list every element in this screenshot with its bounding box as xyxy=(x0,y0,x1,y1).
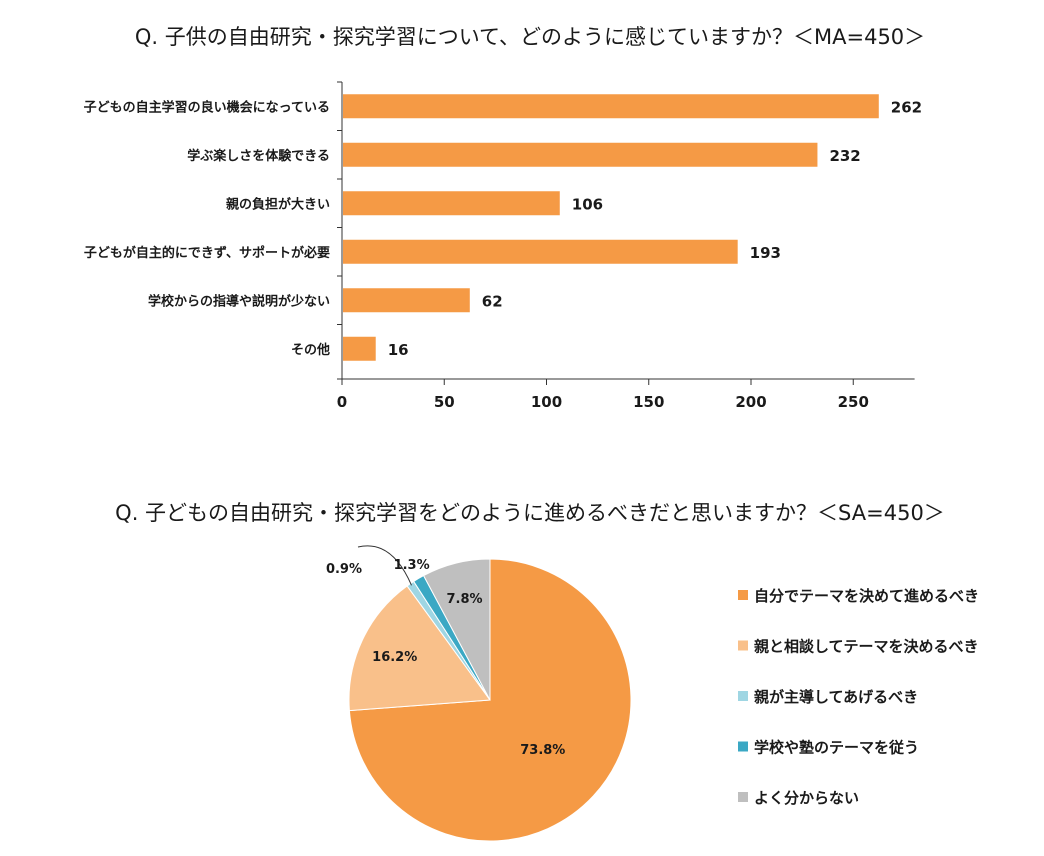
legend-swatch xyxy=(738,691,748,701)
x-tick-label: 100 xyxy=(531,393,562,411)
pie-value-label: 7.8% xyxy=(446,592,482,607)
bar xyxy=(343,336,376,361)
bar xyxy=(343,239,738,264)
category-label: 親の負担が大きい xyxy=(226,196,330,212)
category-label: 子どもの自主学習の良い機会になっている xyxy=(84,99,330,115)
category-label: 学ぶ楽しさを体験できる xyxy=(187,148,330,164)
legend-swatch xyxy=(738,590,748,600)
pie-value-label: 0.9% xyxy=(326,562,362,577)
x-tick-label: 200 xyxy=(735,393,766,411)
category-label: 学校からの指導や説明が少ない xyxy=(148,293,330,309)
bar-value-label: 106 xyxy=(572,195,603,213)
legend-label: 親が主導してあげるべき xyxy=(754,688,918,706)
bar-chart-title: Q. 子供の自由研究・探究学習について、どのように感じていますか？＜MA=450… xyxy=(135,25,925,49)
legend-label: よく分からない xyxy=(754,789,859,807)
pie-slice xyxy=(422,558,491,701)
bar xyxy=(343,191,560,216)
pie-chart-title: Q. 子どもの自由研究・探究学習をどのように進めるべきだと思いますか？＜SA=4… xyxy=(115,501,945,525)
bar-value-label: 62 xyxy=(482,292,503,310)
legend-label: 学校や塾のテーマを従う xyxy=(754,739,919,757)
category-label: 子どもが自主的にできず、サポートが必要 xyxy=(84,245,330,261)
bar-value-label: 193 xyxy=(750,244,781,262)
legend-swatch xyxy=(738,792,748,802)
bar-value-label: 16 xyxy=(388,341,409,359)
legend-swatch xyxy=(738,640,748,651)
pie-slice xyxy=(348,585,491,712)
pie-value-label: 73.8% xyxy=(520,743,565,758)
pie-chart: 73.8% 16.2% 7.8% 0.9% 1.3% xyxy=(326,545,632,842)
pie-value-label: 1.3% xyxy=(394,558,430,573)
bar xyxy=(343,142,818,167)
bar xyxy=(343,288,470,313)
bar-chart: 子どもの自主学習の良い機会になっている 262 学ぶ楽しさを体験できる 232 親の負担… xyxy=(84,81,922,411)
pie-value-label: 16.2% xyxy=(372,650,417,665)
x-tick-label: 250 xyxy=(838,393,869,411)
x-tick-label: 50 xyxy=(434,393,455,411)
legend-swatch xyxy=(738,741,748,752)
category-label: その他 xyxy=(291,342,330,358)
bar-value-label: 232 xyxy=(829,147,860,165)
pie-legend: 自分でテーマを決めて進めるべき親と相談してテーマを決めるべき親が主導してあげるべ… xyxy=(738,587,979,807)
bar xyxy=(343,94,879,119)
x-tick-label: 150 xyxy=(633,393,664,411)
pie-leader-line xyxy=(357,545,412,586)
bar-value-label: 262 xyxy=(891,98,922,116)
x-tick-label: 0 xyxy=(337,393,347,411)
legend-label: 親と相談してテーマを決めるべき xyxy=(754,638,979,656)
legend-label: 自分でテーマを決めて進めるべき xyxy=(754,587,979,605)
